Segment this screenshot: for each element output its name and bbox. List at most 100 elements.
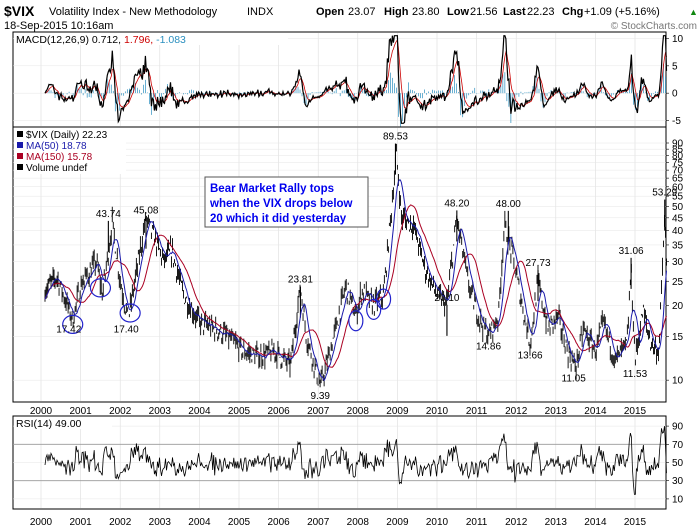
legend-entry: MA(50) 18.78 <box>26 141 87 152</box>
chart-exchange: INDX <box>247 6 274 18</box>
macd-y-tick-label: 0 <box>672 89 678 100</box>
annotation-box: Bear Market Rally tops when the VIX drop… <box>204 176 369 228</box>
x-tick-label: 2015 <box>624 517 647 528</box>
chg-label: Chg <box>562 6 583 18</box>
macd-y-tick-label: -5 <box>672 116 681 127</box>
x-tick-label: 2015 <box>624 406 647 417</box>
open-label: Open <box>316 6 344 18</box>
legend-entry: Volume undef <box>26 163 87 174</box>
high-value: 23.80 <box>412 6 440 18</box>
legend-swatch <box>17 131 23 137</box>
chart-symbol: $VIX <box>4 3 35 19</box>
chart-date: 18-Sep-2015 10:16am <box>4 20 113 32</box>
legend-entry: MA(150) 15.78 <box>26 152 93 163</box>
macd-y-tick-label: 5 <box>672 61 678 72</box>
dip-circle <box>119 303 141 323</box>
price-point-label: 20.10 <box>434 293 459 304</box>
macd-line <box>44 35 668 124</box>
annotation-line-2: when the VIX drops below <box>209 198 353 210</box>
legend-swatch <box>17 153 23 159</box>
price-point-label: 43.74 <box>96 209 121 220</box>
legend-swatch <box>17 142 23 148</box>
x-tick-label: 2005 <box>228 517 251 528</box>
x-tick-label: 2007 <box>307 406 330 417</box>
price-point-label: 45.08 <box>133 206 158 217</box>
price-y-tick-label: 90 <box>672 139 684 150</box>
annotation-line-1: Bear Market Rally tops <box>210 183 334 195</box>
x-tick-label: 2011 <box>466 517 488 528</box>
x-tick-label: 2002 <box>109 406 132 417</box>
price-y-tick-label: 85 <box>672 145 684 156</box>
rsi-label: RSI(14) 49.00 <box>16 418 82 430</box>
x-tick-label: 2014 <box>584 517 607 528</box>
x-tick-label: 2009 <box>386 406 409 417</box>
x-tick-label: 2011 <box>466 406 488 417</box>
price-y-tick-label: 20 <box>672 301 684 312</box>
rsi-line <box>44 426 667 495</box>
x-tick-label: 2009 <box>386 517 409 528</box>
price-point-label: 11.05 <box>562 373 587 384</box>
price-point-label: 23.81 <box>288 275 313 286</box>
price-y-tick-label: 40 <box>672 226 684 237</box>
dip-circle <box>62 314 84 334</box>
x-tick-label: 2004 <box>188 517 211 528</box>
price-y-tick-label: 50 <box>672 202 684 213</box>
x-tick-label: 2002 <box>109 517 132 528</box>
x-tick-label: 2000 <box>30 517 53 528</box>
price-point-label: 48.00 <box>496 199 521 210</box>
price-point-label: 9.39 <box>310 391 330 402</box>
x-tick-label: 2004 <box>188 406 211 417</box>
dip-circle <box>366 298 382 320</box>
price-point-label: 17.42 <box>56 324 81 335</box>
price-point-label: 48.20 <box>444 198 469 209</box>
price-y-tick-label: 75 <box>672 158 684 169</box>
macd-y-tick-label: 10 <box>672 34 684 45</box>
x-tick-label: 2014 <box>584 406 607 417</box>
x-tick-label: 2001 <box>69 517 92 528</box>
price-y-tick-label: 45 <box>672 213 684 224</box>
rsi-y-tick-label: 30 <box>672 476 684 487</box>
price-y-tick-label: 30 <box>672 257 684 268</box>
x-tick-label: 2013 <box>545 406 568 417</box>
x-tick-label: 2008 <box>347 406 370 417</box>
price-y-tick-label: 25 <box>672 277 684 288</box>
x-tick-label: 2006 <box>267 406 290 417</box>
low-value: 21.56 <box>470 6 498 18</box>
dip-circle <box>348 310 364 332</box>
x-tick-label: 2005 <box>228 406 251 417</box>
rsi-y-tick-label: 10 <box>672 494 684 505</box>
x-tick-label: 2013 <box>545 517 568 528</box>
x-tick-label: 2008 <box>347 517 370 528</box>
price-y-tick-label: 80 <box>672 151 684 162</box>
price-point-label: 13.66 <box>518 351 543 362</box>
macd-label: MACD(12,26,9) 0.712, 1.796, -1.083 <box>16 34 186 46</box>
dip-circle <box>375 288 392 310</box>
price-y-tick-label: 65 <box>672 174 684 185</box>
price-point-label: 14.86 <box>476 341 501 352</box>
price-point-label: 11.53 <box>623 369 648 380</box>
last-value: 22.23 <box>527 6 555 18</box>
price-y-tick-label: 60 <box>672 182 684 193</box>
open-value: 23.07 <box>348 6 376 18</box>
annotation-line-3: 20 which it did yesterday <box>210 213 347 225</box>
price-y-tick-label: 10 <box>672 376 684 387</box>
chg-up-arrow-icon: ▲ <box>689 7 698 17</box>
legend-entry: $VIX (Daily) 22.23 <box>26 130 108 141</box>
x-tick-label: 2003 <box>149 406 172 417</box>
price-point-label: 31.06 <box>619 246 644 257</box>
x-axis-lower: 2000 2001 2002 2003 2004 2005 2006 2007 2008 2009… <box>30 517 647 528</box>
price-point-label: 89.53 <box>383 132 408 143</box>
dip-circle <box>89 278 112 298</box>
x-tick-label: 2001 <box>69 406 92 417</box>
x-tick-label: 2006 <box>267 517 290 528</box>
x-tick-label: 2010 <box>426 517 449 528</box>
price-panel: 17.42 43.74 45.08 17.40 23.81 9.39 89.53 48.20 4… <box>12 126 684 403</box>
x-tick-label: 2012 <box>505 406 528 417</box>
price-point-label: 53.29 <box>652 188 677 199</box>
chg-value: +1.09 (+5.16%) <box>584 6 660 18</box>
x-tick-label: 2012 <box>505 517 528 528</box>
price-y-tick-label: 15 <box>672 332 684 343</box>
price-point-label: 27.73 <box>526 258 551 269</box>
low-label: Low <box>447 6 469 18</box>
